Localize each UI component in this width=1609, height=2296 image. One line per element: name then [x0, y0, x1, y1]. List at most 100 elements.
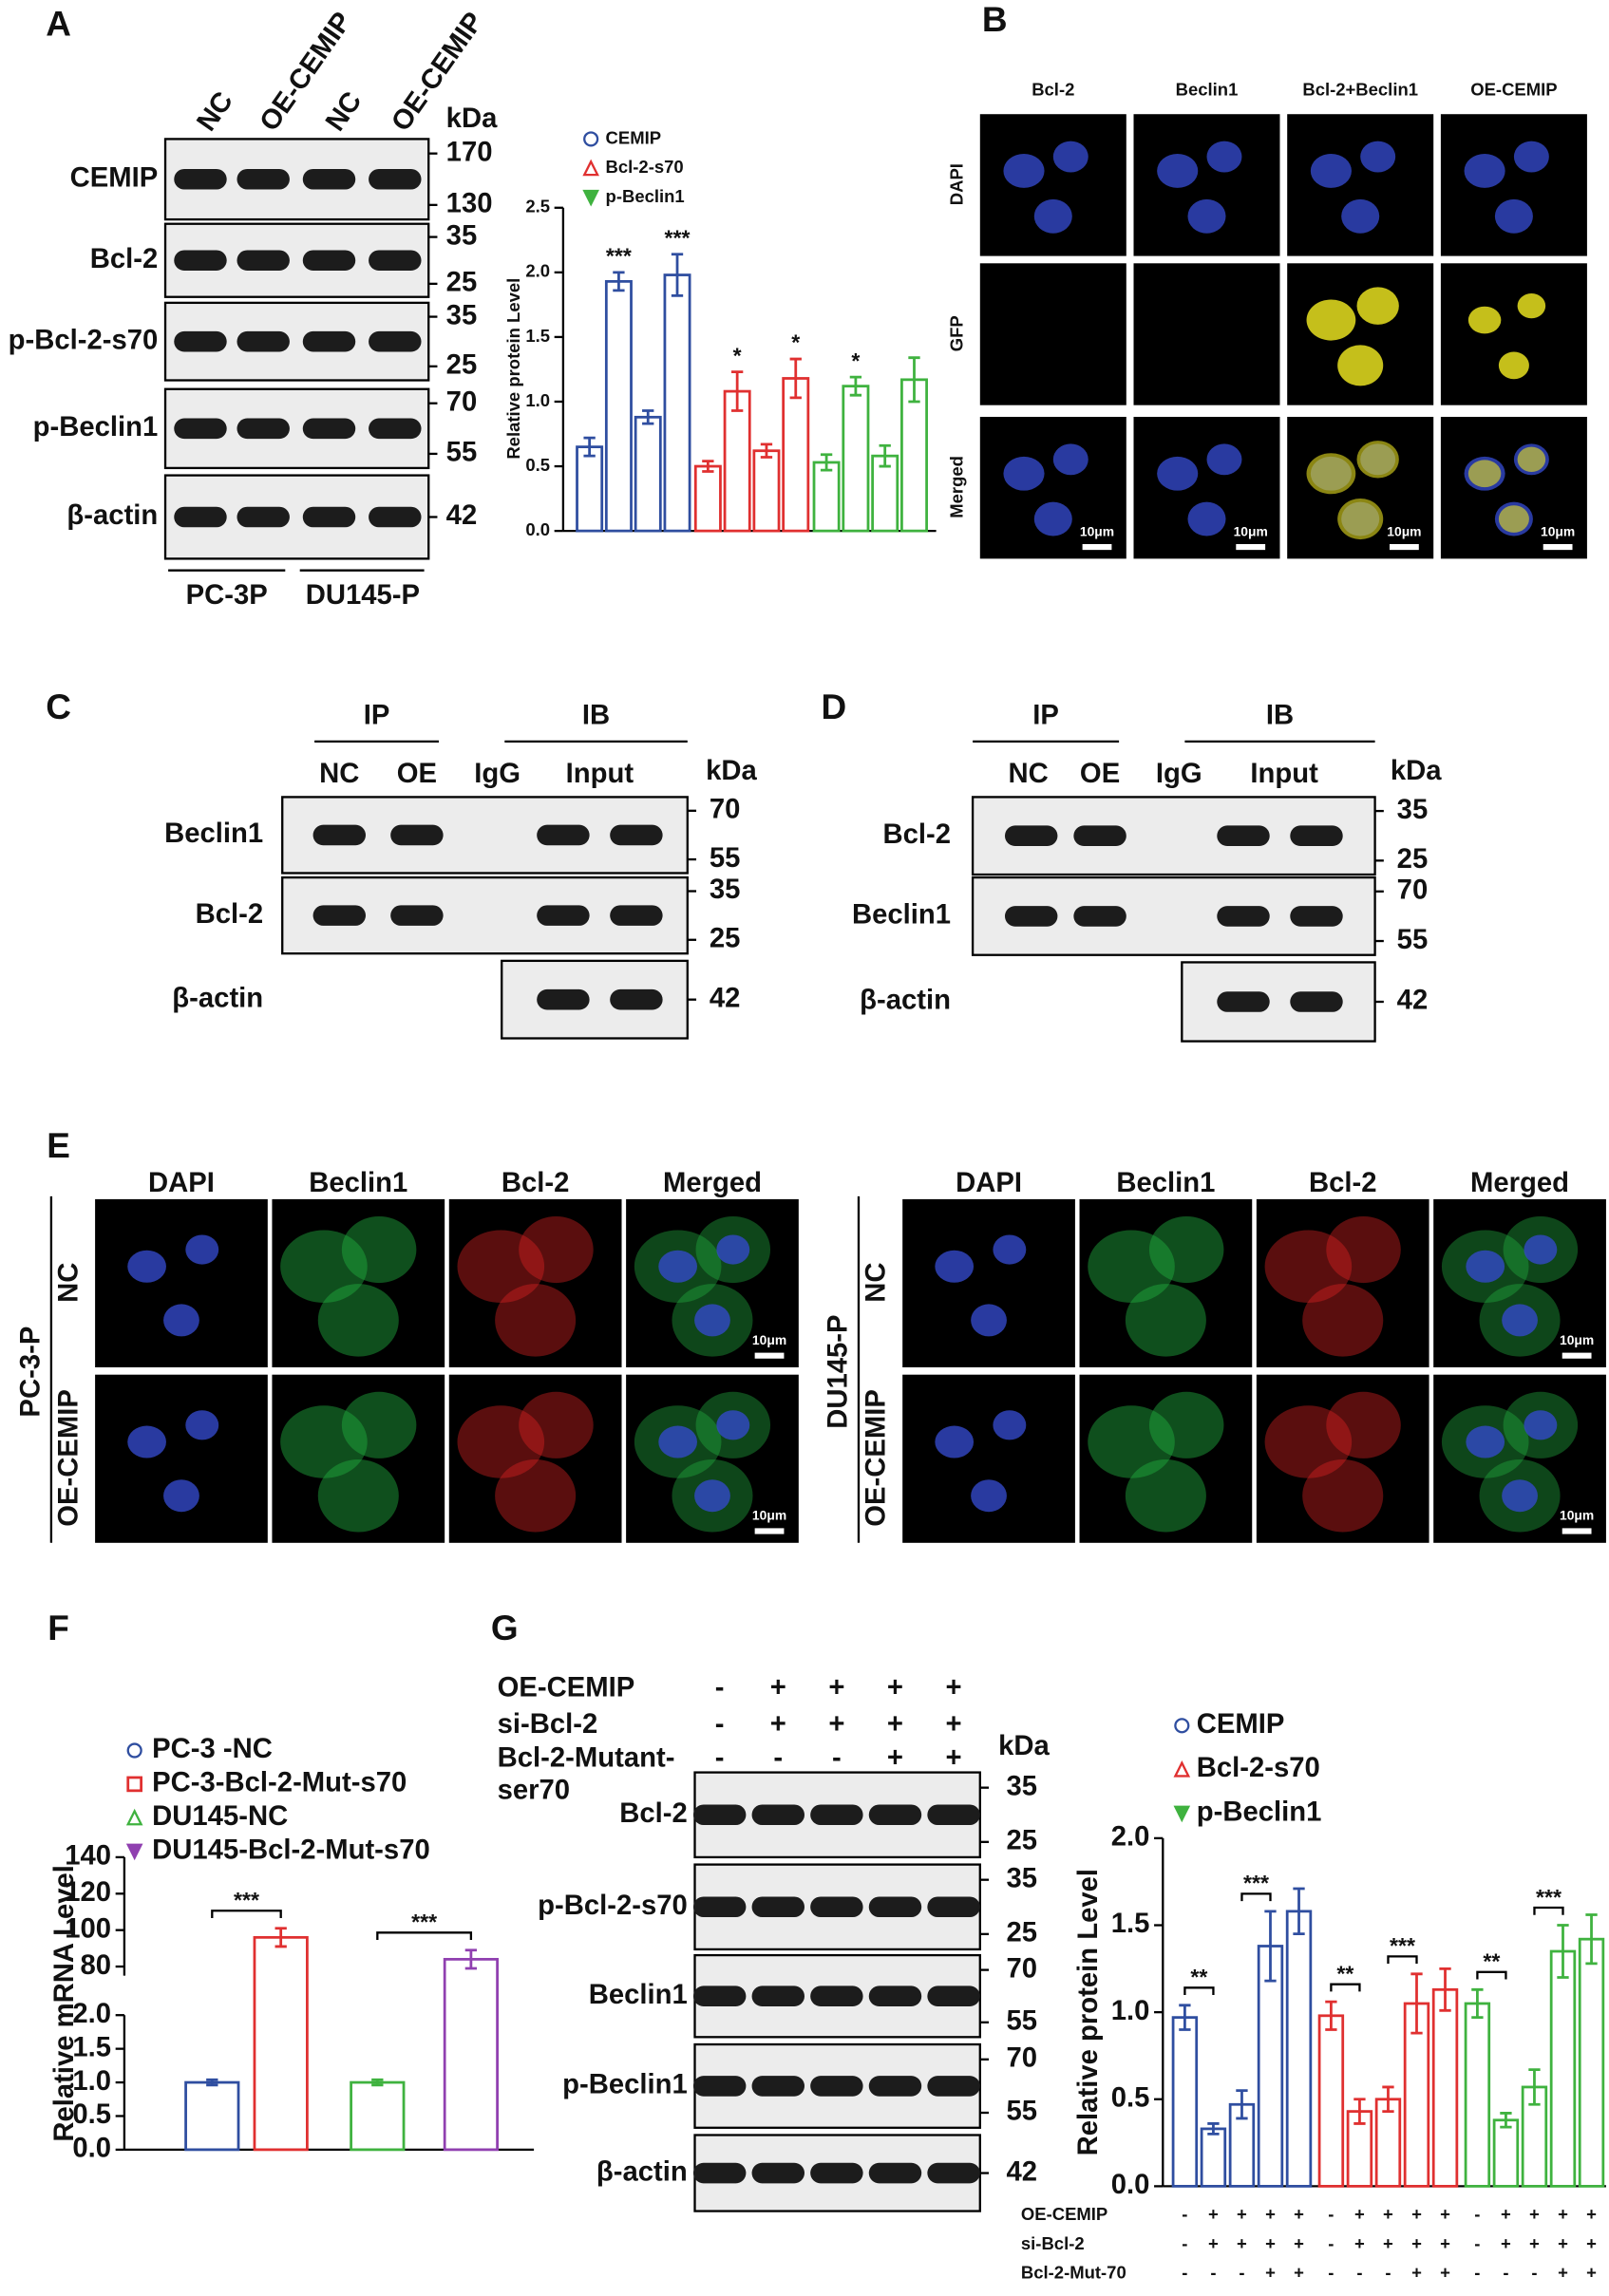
y-axis-title: Relative protein Level [1073, 1869, 1104, 2155]
condition-sign: + [1208, 2233, 1219, 2253]
condition-sign: - [1328, 2233, 1334, 2253]
y-tick-label: 1.5 [72, 2032, 111, 2062]
band [302, 330, 356, 352]
condition-sign: - [715, 1673, 725, 1703]
legend-marker [126, 1742, 142, 1759]
condition-sign: + [887, 1673, 903, 1703]
cell [1310, 154, 1352, 188]
band [369, 168, 422, 190]
header: IB [1266, 700, 1294, 730]
band [1290, 906, 1343, 927]
header: IB [582, 700, 610, 730]
condition-sign: + [1501, 2233, 1511, 2253]
lane-label: NC [319, 759, 359, 789]
legend-label: DU145-Bcl-2-Mut-s70 [152, 1835, 430, 1865]
cell [341, 1215, 417, 1284]
condition-sign: - [1474, 2263, 1480, 2283]
lane-label: IgG [1156, 759, 1202, 789]
bar [1549, 1949, 1577, 2188]
band [390, 905, 444, 926]
significance: ** [1483, 1949, 1500, 1974]
y-tick-label: 2.0 [72, 1999, 111, 2029]
kda-marker: 42 [446, 500, 478, 531]
condition-sign: - [1356, 2263, 1362, 2283]
scale-bar [1390, 543, 1419, 551]
error-bar [1500, 2112, 1512, 2129]
kda-marker: 70 [1007, 2043, 1038, 2074]
error-bar [1439, 1967, 1451, 2012]
micrograph [902, 1198, 1075, 1367]
band [302, 506, 356, 528]
band [237, 418, 290, 440]
panel-letter: E [47, 1126, 70, 1165]
row-label: OE-CEMIP [861, 1389, 892, 1527]
condition-sign: + [1383, 2204, 1393, 2224]
condition-sign: + [887, 1742, 903, 1773]
error-bar [274, 1927, 287, 1948]
condition-sign: + [1354, 2233, 1365, 2253]
significance-bracket [1476, 1970, 1507, 1980]
condition-sign: + [1208, 2204, 1219, 2224]
legend-label: CEMIP [606, 127, 662, 147]
cell [1306, 453, 1356, 495]
scale-bar [1082, 543, 1112, 551]
cell [1157, 456, 1199, 491]
cell [1206, 443, 1242, 476]
legend-label: PC-3-Bcl-2-Mut-s70 [152, 1768, 407, 1798]
micrograph [1440, 114, 1587, 256]
condition-sign: + [1440, 2233, 1450, 2253]
legend-marker [126, 1776, 142, 1793]
band [692, 2162, 747, 2184]
band [927, 2162, 980, 2184]
error-bar [583, 436, 596, 458]
error-bar [1207, 2122, 1220, 2136]
scale-bar [1562, 1528, 1592, 1534]
blot-row-label: β-actin [66, 500, 158, 531]
band [751, 2162, 804, 2184]
cell [1033, 198, 1072, 234]
cell [457, 1405, 545, 1478]
y-tick-label: 2.0 [525, 261, 550, 281]
error-bar [760, 442, 773, 459]
lane-label: Input [566, 759, 634, 789]
panel-letter: C [46, 687, 71, 726]
micrograph [1133, 263, 1280, 405]
kda-marker: 70 [1007, 1953, 1038, 1984]
condition-label: ser70 [498, 1775, 570, 1805]
row-label: NC [861, 1263, 892, 1303]
kda-marker: 35 [1007, 1863, 1038, 1893]
significance-bracket [1330, 1983, 1361, 1992]
kda-marker: 55 [446, 438, 478, 468]
cell [1088, 1230, 1175, 1303]
y-tick-label: 120 [65, 1877, 111, 1908]
kda-marker: 25 [446, 268, 478, 298]
cell [993, 1410, 1027, 1440]
condition-sign: + [1558, 2263, 1568, 2283]
cell [1517, 446, 1546, 472]
condition-sign: + [1501, 2204, 1511, 2224]
y-tick-label: 1.5 [1111, 1909, 1150, 1939]
band [810, 2162, 863, 2184]
condition-sign: + [1411, 2233, 1422, 2253]
condition-sign: + [770, 1673, 786, 1703]
condition-sign: + [1529, 2233, 1540, 2253]
band [692, 1896, 747, 1918]
band [868, 2162, 922, 2184]
significance-bracket [1240, 1892, 1272, 1902]
band [537, 824, 590, 846]
band [810, 1985, 863, 2006]
micrograph [272, 1198, 445, 1367]
band [369, 330, 422, 352]
condition-sign: + [1265, 2233, 1276, 2253]
bar [184, 2080, 240, 2152]
cell [1498, 505, 1529, 533]
condition-label: Bcl-2-Mutant- [498, 1742, 675, 1773]
bar [1578, 1937, 1605, 2188]
lane-label: IgG [474, 759, 521, 789]
error-bar [1236, 2089, 1248, 2120]
kda-marker: 42 [710, 983, 741, 1013]
error-bar [789, 357, 802, 400]
error-bar [1179, 2004, 1191, 2031]
kda-unit: kDa [998, 1731, 1050, 1761]
error-bar [879, 443, 891, 468]
